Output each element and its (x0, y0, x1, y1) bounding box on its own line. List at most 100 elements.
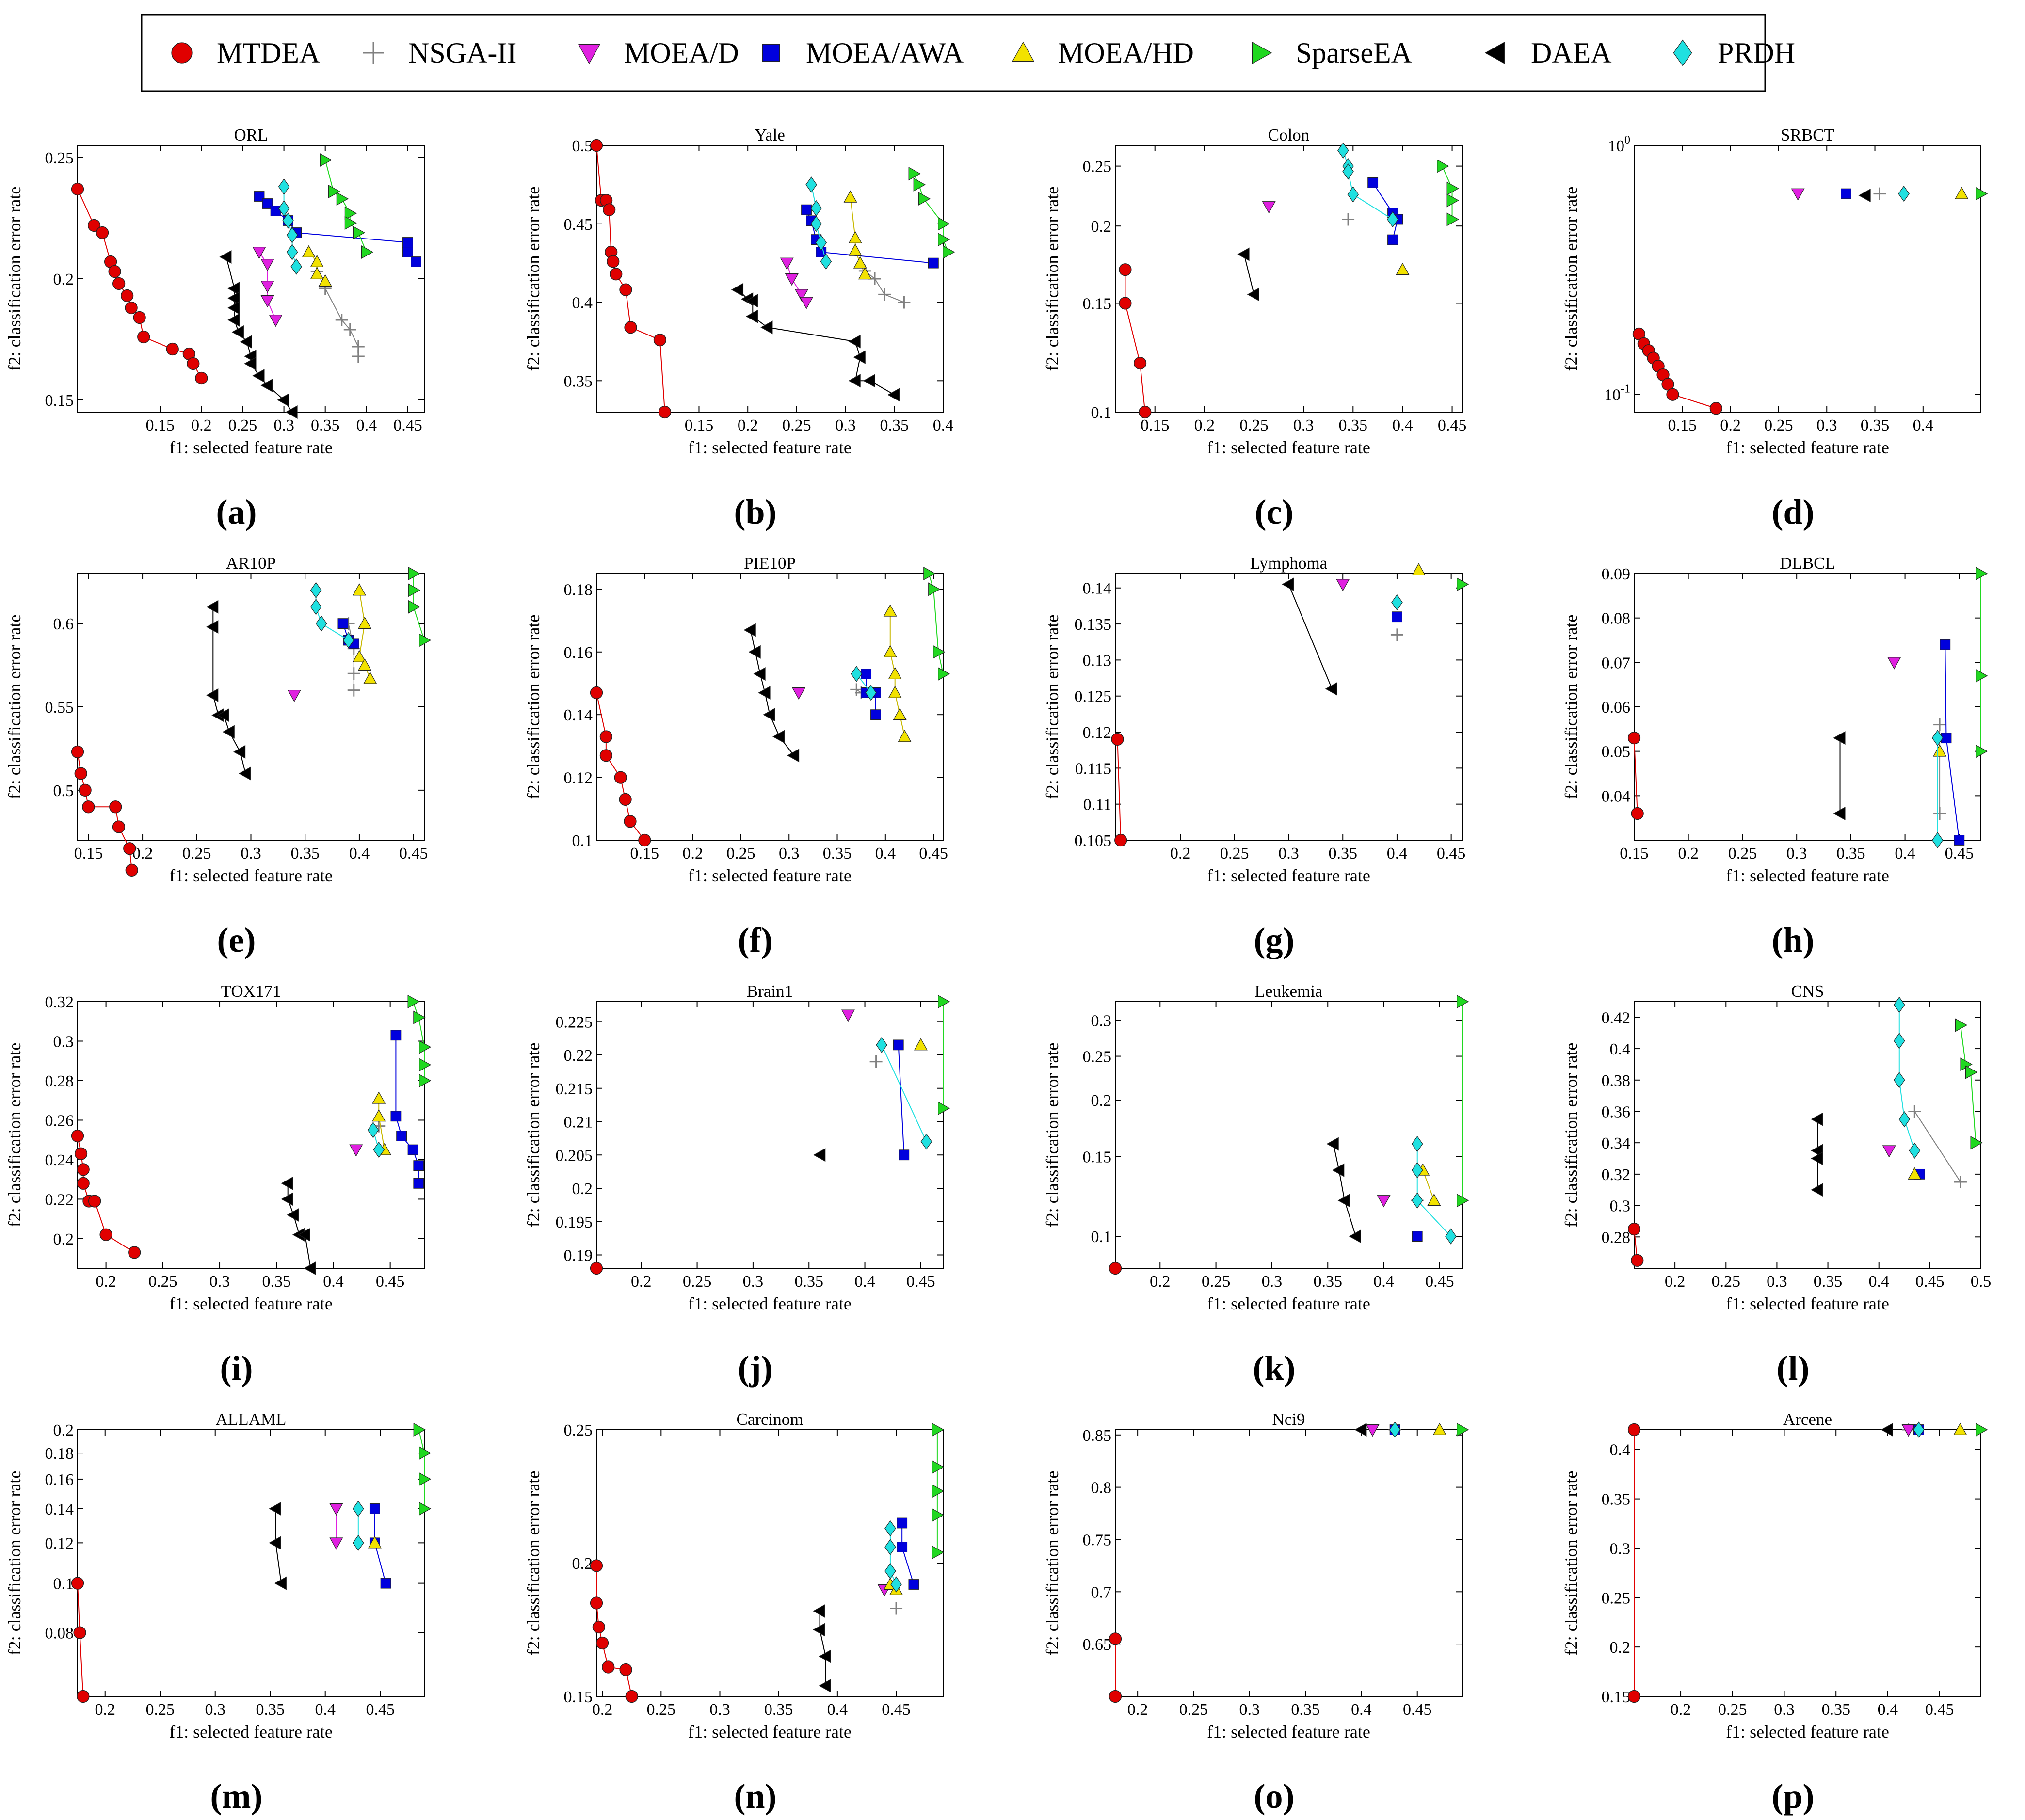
data-point (1457, 577, 1469, 591)
data-point (1349, 1229, 1361, 1244)
panel-label: (g) (1254, 921, 1295, 959)
data-point (1933, 718, 1946, 731)
plot-frame (1634, 145, 1981, 413)
data-point (77, 1177, 90, 1190)
data-point (624, 815, 637, 828)
x-tick-label: 0.35 (311, 416, 340, 434)
data-point (1811, 1151, 1823, 1165)
data-point (813, 1623, 825, 1637)
data-point (206, 600, 219, 614)
x-tick-label: 0.2 (1678, 845, 1699, 862)
data-point (320, 153, 332, 167)
data-point (1337, 1194, 1350, 1208)
data-point (71, 745, 84, 758)
x-tick-label: 0.2 (1127, 1701, 1148, 1719)
x-tick-label: 0.3 (1278, 845, 1299, 862)
legend-item-moea-d: MOEA/D (578, 37, 739, 69)
series-line (1634, 738, 1638, 814)
data-point (1631, 807, 1644, 820)
data-point (286, 244, 298, 260)
x-tick-label: 0.4 (1878, 1701, 1898, 1719)
data-point (638, 833, 651, 847)
data-point (277, 393, 289, 407)
y-tick-label: 0.7 (1091, 1583, 1112, 1601)
data-point (128, 1246, 141, 1259)
x-tick-label: 0.3 (835, 416, 856, 434)
series-daea (743, 623, 800, 763)
x-axis-label: f1: selected feature rate (1726, 438, 1889, 457)
y-tick-label: 0.135 (1075, 616, 1112, 634)
panel-label: (e) (217, 921, 256, 959)
data-point (1133, 356, 1147, 370)
data-point (166, 342, 179, 356)
data-point (352, 650, 366, 662)
x-tick-label: 0.35 (1814, 1273, 1843, 1291)
data-point (1387, 211, 1398, 228)
data-point (240, 335, 252, 349)
panel-label: (c) (1255, 493, 1294, 531)
series-daea (731, 283, 900, 402)
series-moea-d (1882, 1145, 1896, 1158)
data-point (260, 378, 273, 393)
data-point (607, 255, 620, 268)
y-tick-label: 0.08 (1602, 610, 1631, 628)
data-point (408, 566, 420, 581)
series-moea-d (1791, 188, 1805, 201)
plot-frame (1115, 145, 1462, 413)
series-nsga-ii (1908, 1105, 1967, 1189)
x-tick-label: 0.4 (1387, 845, 1408, 862)
x-tick-label: 0.3 (743, 1273, 764, 1291)
panel-label: (l) (1777, 1349, 1810, 1388)
data-point (1114, 833, 1127, 847)
plot-frame (77, 1429, 425, 1697)
series-sparseea (1457, 1422, 1469, 1437)
data-point (780, 257, 794, 270)
data-point (347, 667, 360, 680)
y-tick-label: 0.07 (1602, 654, 1631, 672)
series-daea (1237, 247, 1259, 302)
series-line (1288, 584, 1333, 689)
x-axis-label: f1: selected feature rate (1207, 866, 1370, 885)
x-tick-label: 0.3 (1816, 416, 1837, 434)
x-tick-label: 0.45 (1915, 1273, 1945, 1291)
series-moea-hd (1908, 1167, 1922, 1180)
data-point (123, 842, 136, 855)
y-tick-label: 0.105 (1075, 832, 1112, 850)
chart-title: TOX171 (221, 982, 281, 1001)
data-point (286, 227, 298, 243)
data-point (217, 708, 229, 722)
data-point (269, 1501, 281, 1516)
data-point (899, 1149, 910, 1161)
x-tick-label: 0.45 (393, 416, 422, 434)
data-point (413, 1160, 424, 1171)
data-point (82, 800, 95, 814)
data-point (1880, 1422, 1893, 1437)
x-tick-label: 0.45 (1403, 1701, 1432, 1719)
data-point (335, 314, 348, 326)
data-point (1955, 1018, 1968, 1032)
data-point (1354, 1422, 1367, 1437)
data-point (396, 1131, 407, 1141)
y-tick-label: 0.205 (556, 1147, 593, 1165)
plot-frame (1115, 1429, 1462, 1697)
data-point (1367, 177, 1379, 188)
y-tick-label: 0.2 (53, 1230, 74, 1248)
data-point (614, 771, 627, 784)
x-tick-label: 0.3 (1239, 1701, 1260, 1719)
data-point (358, 616, 372, 629)
data-point (418, 633, 432, 647)
y-tick-label: 0.11 (1083, 796, 1111, 814)
series-mtdea (1119, 263, 1152, 419)
series-prdh (1893, 996, 1921, 1159)
x-tick-label: 0.45 (399, 845, 428, 862)
series-sparseea (1437, 159, 1459, 226)
data-point (260, 280, 274, 293)
data-point (920, 1134, 932, 1150)
series-sparseea (1457, 994, 1469, 1208)
series-daea (206, 600, 251, 781)
series-sparseea (908, 167, 955, 259)
data-point (1411, 1192, 1423, 1209)
y-tick-label: 0.195 (556, 1213, 593, 1231)
y-tick-label: 0.4 (1610, 1040, 1631, 1058)
